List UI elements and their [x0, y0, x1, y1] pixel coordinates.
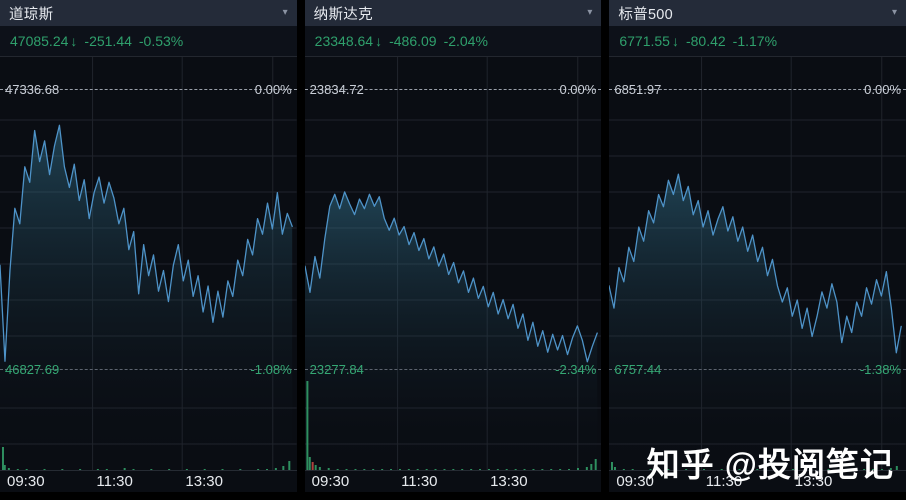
quote-row: 47085.24 ↓ -251.44 -0.53%	[0, 26, 297, 56]
day-low-value: 23277.84	[309, 362, 364, 378]
index-selector-sp500[interactable]: 标普500 ▾	[609, 0, 906, 26]
time-tick: 13:30	[490, 473, 528, 490]
zhihu-watermark: 知乎 @投阅笔记	[646, 446, 894, 483]
prev-close-percent: 0.00%	[559, 82, 597, 98]
intraday-chart[interactable]: 23834.72 0.00% 23277.84 -2.34%	[304, 56, 602, 470]
index-selector-dow[interactable]: 道琼斯 ▾	[0, 0, 297, 26]
time-tick: 13:30	[794, 473, 833, 490]
price-change: -486.09	[389, 33, 437, 49]
prev-close-value: 6851.97	[614, 82, 662, 98]
prev-close-value: 47336.68	[5, 82, 60, 98]
price-line-chart	[304, 57, 602, 470]
day-low-percent: -1.38%	[859, 362, 902, 378]
time-tick: 09:30	[311, 473, 350, 490]
time-tick: 09:30	[616, 473, 654, 490]
down-arrow-icon: ↓	[671, 33, 679, 49]
last-price: 47085.24	[10, 33, 69, 49]
price-change-percent: -1.17%	[732, 33, 778, 49]
prev-close-percent: 0.00%	[864, 82, 902, 98]
last-price: 6771.55	[619, 33, 670, 49]
time-axis: 09:30 11:30 13:30	[609, 470, 906, 492]
intraday-chart[interactable]: 47336.68 0.00% 46827.69 -1.08%	[0, 56, 297, 470]
index-panel-nasdaq: 纳斯达克 ▾ 23348.64 ↓ -486.09 -2.04% 23834.7…	[304, 0, 602, 492]
index-panel-dow: 道琼斯 ▾ 47085.24 ↓ -251.44 -0.53% 47336.68…	[0, 0, 297, 492]
index-panel-sp500: 标普500 ▾ 6771.55 ↓ -80.42 -1.17% 6851.97 …	[609, 0, 906, 492]
prev-close-refline: 47336.68 0.00%	[0, 82, 297, 97]
intraday-chart[interactable]: 6851.97 0.00% 6757.44 -1.38%	[609, 56, 906, 470]
day-low-value: 6757.44	[614, 362, 662, 378]
day-low-refline: 23277.84 -2.34%	[304, 362, 602, 377]
time-tick: 09:30	[7, 473, 45, 490]
time-tick: 11:30	[96, 473, 133, 490]
day-low-percent: -2.34%	[555, 362, 597, 378]
index-selector-nasdaq[interactable]: 纳斯达克 ▾	[304, 0, 602, 26]
prev-close-refline: 23834.72 0.00%	[304, 82, 602, 97]
panel-title: 纳斯达克	[313, 6, 373, 23]
day-low-refline: 46827.69 -1.08%	[0, 362, 297, 377]
last-price: 23348.64	[314, 33, 374, 49]
chevron-down-icon[interactable]: ▾	[282, 7, 288, 18]
panel-title: 道琼斯	[9, 6, 54, 23]
down-arrow-icon: ↓	[70, 33, 78, 49]
time-tick: 11:30	[401, 473, 438, 490]
chevron-down-icon[interactable]: ▾	[891, 7, 898, 18]
time-axis: 09:30 11:30 13:30	[304, 470, 602, 492]
panel-title: 标普500	[618, 6, 674, 23]
down-arrow-icon: ↓	[375, 33, 383, 49]
prev-close-refline: 6851.97 0.00%	[609, 82, 906, 97]
day-low-value: 46827.69	[5, 362, 60, 378]
time-tick: 11:30	[705, 473, 743, 490]
prev-close-value: 23834.72	[309, 82, 364, 98]
quote-row: 23348.64 ↓ -486.09 -2.04%	[304, 26, 602, 56]
day-low-percent: -1.08%	[250, 362, 292, 378]
prev-close-percent: 0.00%	[254, 82, 292, 98]
quote-row: 6771.55 ↓ -80.42 -1.17%	[609, 26, 906, 56]
price-line-chart	[0, 57, 297, 470]
price-line-chart	[609, 57, 906, 470]
time-axis: 09:30 11:30 13:30	[0, 470, 297, 492]
time-tick: 13:30	[185, 473, 223, 490]
price-change-percent: -2.04%	[443, 33, 488, 49]
price-change: -80.42	[685, 33, 726, 49]
price-change: -251.44	[84, 33, 132, 49]
chevron-down-icon[interactable]: ▾	[587, 7, 593, 18]
price-change-percent: -0.53%	[138, 33, 184, 49]
day-low-refline: 6757.44 -1.38%	[609, 362, 906, 377]
